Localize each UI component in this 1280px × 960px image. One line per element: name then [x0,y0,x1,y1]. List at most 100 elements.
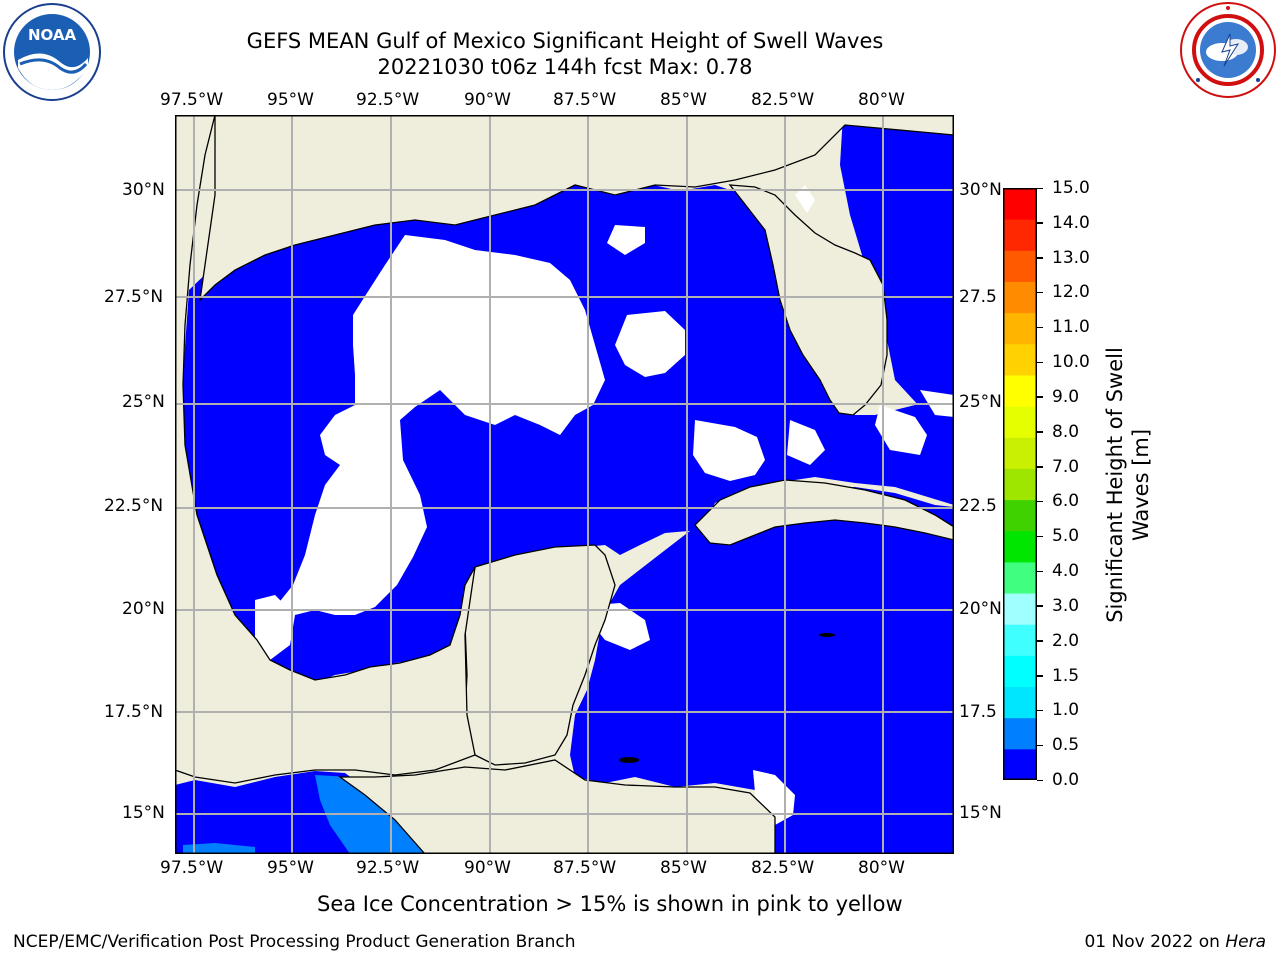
colorbar-tick-mark [1037,187,1043,189]
colorbar-segment [1003,188,1037,220]
colorbar-tick-mark [1037,396,1043,398]
colorbar-tick-label: 0.5 [1052,735,1080,756]
mexico-land [175,115,476,784]
colorbar-segment [1003,717,1037,750]
colorbar-tick-label: 15.0 [1052,178,1090,198]
lon-label-bottom: 92.5°W [356,858,420,878]
colorbar-segment [1003,437,1037,469]
nws-logo [1178,0,1278,100]
graticule [175,115,954,854]
colorbar-tick-mark [1037,535,1043,538]
colorbar [1003,188,1037,781]
lat-label-right: 30°N [959,180,1002,200]
colorbar-segment [1003,374,1037,407]
lon-label-top: 87.5°W [553,90,617,110]
colorbar-segment [1003,561,1037,594]
colorbar-tick-label: 12.0 [1052,282,1090,303]
lat-label-right: 25°N [959,392,1002,412]
lon-label-bottom: 87.5°W [553,858,617,878]
colorbar-tick-label: 7.0 [1052,456,1080,477]
lon-label-top: 97.5°W [160,90,224,110]
colorbar-label-line2: Waves [m] [1129,428,1153,542]
noaa-logo-text: NOAA [28,26,77,44]
lon-label-bottom: 80°W [858,858,905,878]
colorbar-tick-mark [1037,500,1043,503]
footer-branch: NCEP/EMC/Verification Post Processing Pr… [13,932,576,952]
colorbar-tick-label: 1.0 [1052,700,1080,721]
colorbar-tick-mark [1037,709,1043,712]
lat-label-right: 22.5 [959,496,997,516]
colorbar-tick-mark [1037,291,1043,294]
colorbar-segment [1003,219,1037,251]
lat-label-right: 15°N [959,803,1002,823]
noaa-logo: NOAA [2,2,102,102]
colorbar-tick-mark [1037,570,1043,573]
colorbar-segment [1003,343,1037,376]
lon-label-bottom: 90°W [464,858,511,878]
lon-label-top: 85°W [660,90,707,110]
atlantic-water [840,115,954,407]
colorbar-tick-label: 3.0 [1052,595,1080,616]
lat-label-left: 27.5°N [104,287,164,307]
colorbar-segment [1003,530,1037,563]
lat-label-right: 17.5 [959,702,997,722]
colorbar-segment [1003,250,1037,282]
cuba-land [694,479,954,546]
lat-label-right: 27.5 [959,287,997,307]
lon-label-top: 95°W [267,90,314,110]
colorbar-tick-mark [1037,431,1043,433]
colorbar-segment [1003,468,1037,501]
lon-label-top: 80°W [858,90,905,110]
colorbar-tick-label: 11.0 [1052,317,1090,338]
lat-label-right: 20°N [959,599,1002,619]
colorbar-tick-label: 1.5 [1052,665,1080,686]
pacific-water-mid-strip [183,843,255,854]
colorbar-segment [1003,624,1037,656]
colorbar-tick-mark [1037,605,1043,607]
map-panel [175,115,954,854]
colorbar-segment [1003,593,1037,625]
colorbar-tick-label: 10.0 [1052,352,1090,373]
colorbar-tick-label: 13.0 [1052,247,1090,268]
footer-date-text: 01 Nov 2022 on [1084,932,1226,952]
lon-label-bottom: 95°W [267,858,314,878]
colorbar-tick-label: 5.0 [1052,526,1080,547]
colorbar-border [1003,188,1037,780]
colorbar-segment [1003,748,1037,781]
lon-label-bottom: 85°W [660,858,707,878]
colorbar-segment [1003,499,1037,532]
colorbar-segment [1003,312,1037,345]
colorbar-tick-label: 14.0 [1052,212,1090,233]
lat-label-left: 17.5°N [104,702,164,722]
map-canvas [175,115,954,854]
lon-label-top: 90°W [464,90,511,110]
sea-ice-caption: Sea Ice Concentration > 15% is shown in … [317,892,903,916]
colorbar-tick-mark [1037,466,1043,468]
colorbar-tick-mark [1037,361,1043,364]
footer-machine: Hera [1225,932,1266,952]
lat-label-left: 22.5°N [104,496,164,516]
lat-label-left: 25°N [122,392,165,412]
island [819,633,835,637]
colorbar-label: Significant Height of Swell Waves [m] [1102,347,1154,623]
footer-date: 01 Nov 2022 on Hera [1084,932,1266,952]
colorbar-segment [1003,406,1037,438]
colorbar-tick-mark [1037,744,1043,747]
colorbar-segment [1003,281,1037,314]
colorbar-segment [1003,655,1037,688]
lon-label-top: 82.5°W [751,90,815,110]
colorbar-tick-mark [1037,222,1043,224]
lat-label-left: 20°N [122,599,165,619]
colorbar-tick-label: 2.0 [1052,630,1080,651]
colorbar-tick-label: 0.0 [1052,770,1080,790]
colorbar-tick-label: 8.0 [1052,421,1080,442]
lat-label-left: 30°N [122,180,165,200]
lat-label-left: 15°N [122,803,165,823]
central-america-land [337,759,776,854]
lon-label-bottom: 82.5°W [751,858,815,878]
lon-label-top: 92.5°W [356,90,420,110]
colorbar-tick-mark [1037,779,1043,781]
caribbean-water [570,487,954,854]
colorbar-tick-mark [1037,640,1043,642]
lon-label-bottom: 97.5°W [160,858,224,878]
